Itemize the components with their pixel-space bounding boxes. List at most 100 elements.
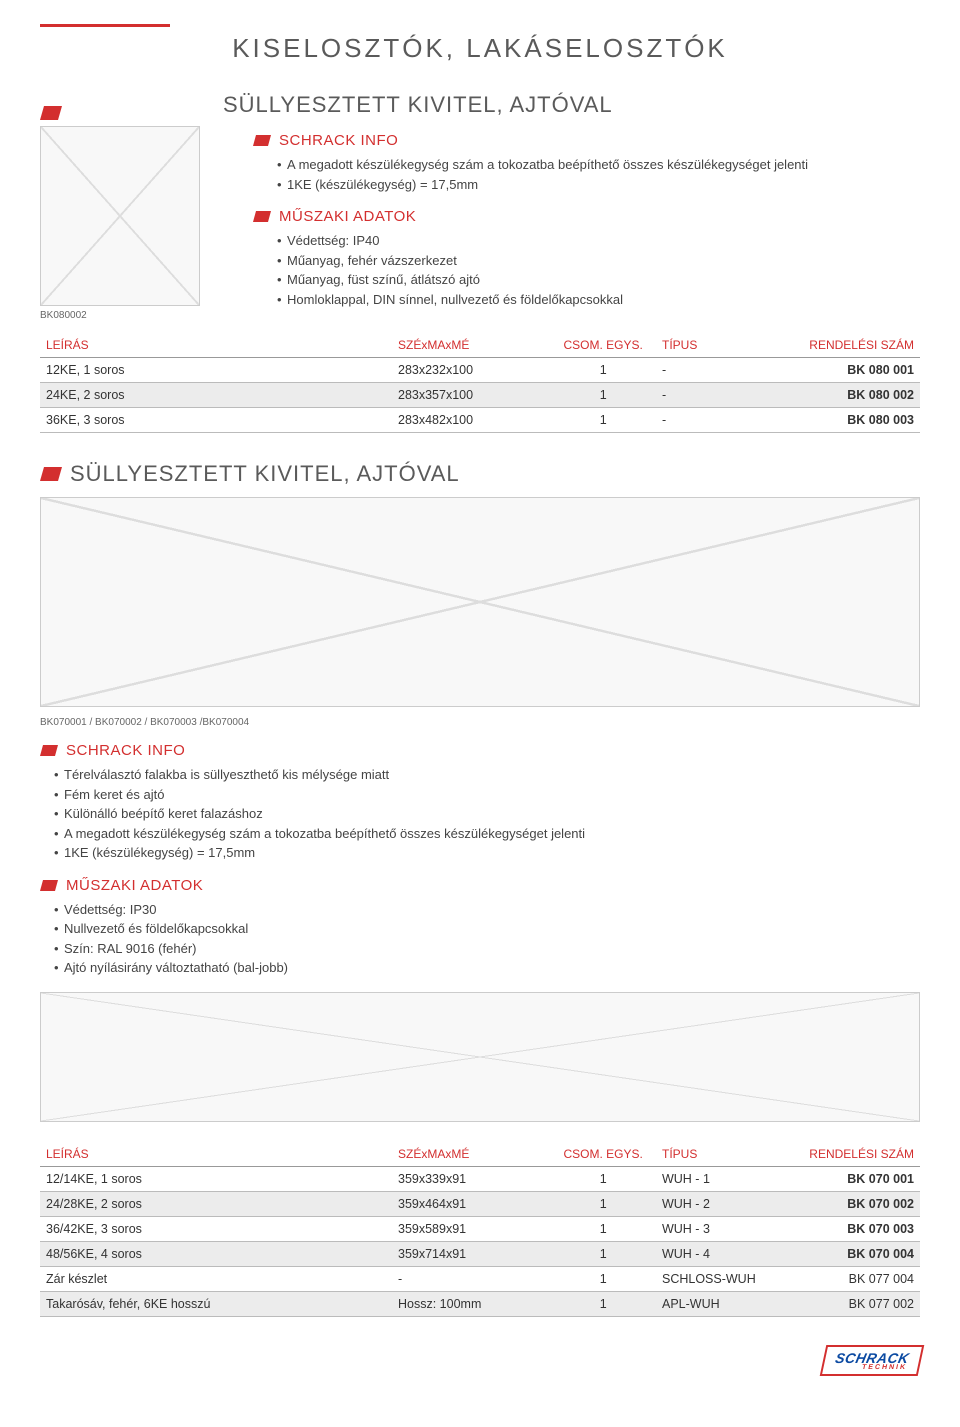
slash-icon: [253, 135, 271, 146]
cell-type: WUH - 2: [656, 1191, 788, 1216]
slash-icon: [40, 106, 62, 120]
section1-tech-list: Védettség: IP40Műanyag, fehér vázszerkez…: [263, 231, 920, 309]
list-item: 1KE (készülékegység) = 17,5mm: [277, 175, 920, 195]
section1-info-heading: SCHRACK INFO: [279, 132, 398, 149]
cell-pack: 1: [550, 1266, 656, 1291]
cell-pack: 1: [550, 1216, 656, 1241]
table-row: 36/42KE, 3 soros359x589x911WUH - 3BK 070…: [40, 1216, 920, 1241]
cell-desc: 12KE, 1 soros: [40, 358, 392, 383]
list-item: Műanyag, fehér vázszerkezet: [277, 251, 920, 271]
cell-desc: 36KE, 3 soros: [40, 408, 392, 433]
cell-dim: Hossz: 100mm: [392, 1291, 550, 1316]
cell-code: BK 070 001: [788, 1166, 920, 1191]
th-type: TÍPUS: [656, 333, 788, 358]
section1-tech-heading-row: MŰSZAKI ADATOK: [253, 208, 920, 225]
section2-tech-list: Védettség: IP30Nullvezető és földelőkapc…: [40, 900, 920, 978]
table-row: Takarósáv, fehér, 6KE hosszúHossz: 100mm…: [40, 1291, 920, 1316]
table-row: 48/56KE, 4 soros359x714x911WUH - 4BK 070…: [40, 1241, 920, 1266]
section1-info-list: A megadott készülékegység szám a tokozat…: [263, 155, 920, 194]
cell-dim: 283x232x100: [392, 358, 550, 383]
section2-product-image: [40, 497, 920, 707]
section1-heading-text: SÜLLYESZTETT KIVITEL, AJTÓVAL: [223, 92, 613, 118]
cell-desc: 12/14KE, 1 soros: [40, 1166, 392, 1191]
table-header-row: LEÍRÁS SZÉxMAxMÉ CSOM. EGYS. TÍPUS RENDE…: [40, 333, 920, 358]
section2-install-diagram: [40, 992, 920, 1122]
footer-logo: SCHRACK TECHNIK: [40, 1345, 920, 1376]
section1-heading: [40, 106, 205, 120]
section1-product-image: [40, 126, 200, 306]
table-row: 24KE, 2 soros283x357x1001-BK 080 002: [40, 383, 920, 408]
cell-code: BK 080 001: [788, 358, 920, 383]
page-title: KISELOSZTÓK, LAKÁSELOSZTÓK: [40, 33, 920, 64]
section1: BK080002 SÜLLYESZTETT KIVITEL, AJTÓVAL S…: [40, 92, 920, 321]
cell-pack: 1: [550, 1241, 656, 1266]
cell-pack: 1: [550, 1191, 656, 1216]
top-accent-bar: [40, 24, 170, 27]
section2-tech-heading: MŰSZAKI ADATOK: [66, 877, 203, 894]
cell-code: BK 080 003: [788, 408, 920, 433]
cell-dim: 359x464x91: [392, 1191, 550, 1216]
section2-tech-heading-row: MŰSZAKI ADATOK: [40, 877, 920, 894]
cell-type: WUH - 4: [656, 1241, 788, 1266]
cell-desc: 24KE, 2 soros: [40, 383, 392, 408]
cell-pack: 1: [550, 1291, 656, 1316]
list-item: A megadott készülékegység szám a tokozat…: [54, 824, 920, 844]
th-type: TÍPUS: [656, 1142, 788, 1167]
cell-code: BK 077 004: [788, 1266, 920, 1291]
list-item: Homloklappal, DIN sínnel, nullvezető és …: [277, 290, 920, 310]
slash-icon: [40, 745, 58, 756]
slash-icon: [40, 880, 58, 891]
table-row: Zár készlet-1SCHLOSS-WUHBK 077 004: [40, 1266, 920, 1291]
th-code: RENDELÉSI SZÁM: [788, 333, 920, 358]
section2-image-caption: BK070001 / BK070002 / BK070003 /BK070004: [40, 717, 920, 728]
section1-image-column: BK080002: [40, 92, 205, 321]
cell-pack: 1: [550, 408, 656, 433]
brand-logo: SCHRACK TECHNIK: [819, 1345, 923, 1376]
list-item: Különálló beépítő keret falazáshoz: [54, 804, 920, 824]
table-row: 24/28KE, 2 soros359x464x911WUH - 2BK 070…: [40, 1191, 920, 1216]
section1-heading-text-row: SÜLLYESZTETT KIVITEL, AJTÓVAL: [223, 92, 920, 118]
table-header-row: LEÍRÁS SZÉxMAxMÉ CSOM. EGYS. TÍPUS RENDE…: [40, 1142, 920, 1167]
table-row: 12KE, 1 soros283x232x1001-BK 080 001: [40, 358, 920, 383]
section1-tech-heading: MŰSZAKI ADATOK: [279, 208, 416, 225]
cell-desc: 36/42KE, 3 soros: [40, 1216, 392, 1241]
cell-type: -: [656, 408, 788, 433]
cell-dim: 283x482x100: [392, 408, 550, 433]
list-item: Védettség: IP40: [277, 231, 920, 251]
section2-info-heading: SCHRACK INFO: [66, 742, 185, 759]
list-item: Védettség: IP30: [54, 900, 920, 920]
cell-type: -: [656, 358, 788, 383]
section2-info-list: Térelválasztó falakba is süllyeszthető k…: [40, 765, 920, 863]
th-dim: SZÉxMAxMÉ: [392, 1142, 550, 1167]
section1-text-column: SÜLLYESZTETT KIVITEL, AJTÓVAL SCHRACK IN…: [223, 92, 920, 321]
th-code: RENDELÉSI SZÁM: [788, 1142, 920, 1167]
section2-heading-text: SÜLLYESZTETT KIVITEL, AJTÓVAL: [70, 461, 460, 487]
list-item: Térelválasztó falakba is süllyeszthető k…: [54, 765, 920, 785]
cell-code: BK 080 002: [788, 383, 920, 408]
cell-type: WUH - 3: [656, 1216, 788, 1241]
list-item: Nullvezető és földelőkapcsokkal: [54, 919, 920, 939]
cell-dim: 359x339x91: [392, 1166, 550, 1191]
list-item: Fém keret és ajtó: [54, 785, 920, 805]
list-item: A megadott készülékegység szám a tokozat…: [277, 155, 920, 175]
list-item: Műanyag, füst színű, átlátszó ajtó: [277, 270, 920, 290]
cell-desc: 48/56KE, 4 soros: [40, 1241, 392, 1266]
cell-dim: 359x714x91: [392, 1241, 550, 1266]
cell-type: -: [656, 383, 788, 408]
cell-type: SCHLOSS-WUH: [656, 1266, 788, 1291]
cell-code: BK 077 002: [788, 1291, 920, 1316]
cell-code: BK 070 003: [788, 1216, 920, 1241]
cell-code: BK 070 004: [788, 1241, 920, 1266]
th-pack: CSOM. EGYS.: [550, 333, 656, 358]
cell-code: BK 070 002: [788, 1191, 920, 1216]
section1-info-heading-row: SCHRACK INFO: [253, 132, 920, 149]
list-item: Ajtó nyílásirány változtatható (bal-jobb…: [54, 958, 920, 978]
cell-pack: 1: [550, 383, 656, 408]
th-desc: LEÍRÁS: [40, 1142, 392, 1167]
section2-heading-row: SÜLLYESZTETT KIVITEL, AJTÓVAL: [40, 461, 920, 487]
cell-pack: 1: [550, 358, 656, 383]
th-desc: LEÍRÁS: [40, 333, 392, 358]
section2-table: LEÍRÁS SZÉxMAxMÉ CSOM. EGYS. TÍPUS RENDE…: [40, 1142, 920, 1317]
list-item: Szín: RAL 9016 (fehér): [54, 939, 920, 959]
cell-type: WUH - 1: [656, 1166, 788, 1191]
